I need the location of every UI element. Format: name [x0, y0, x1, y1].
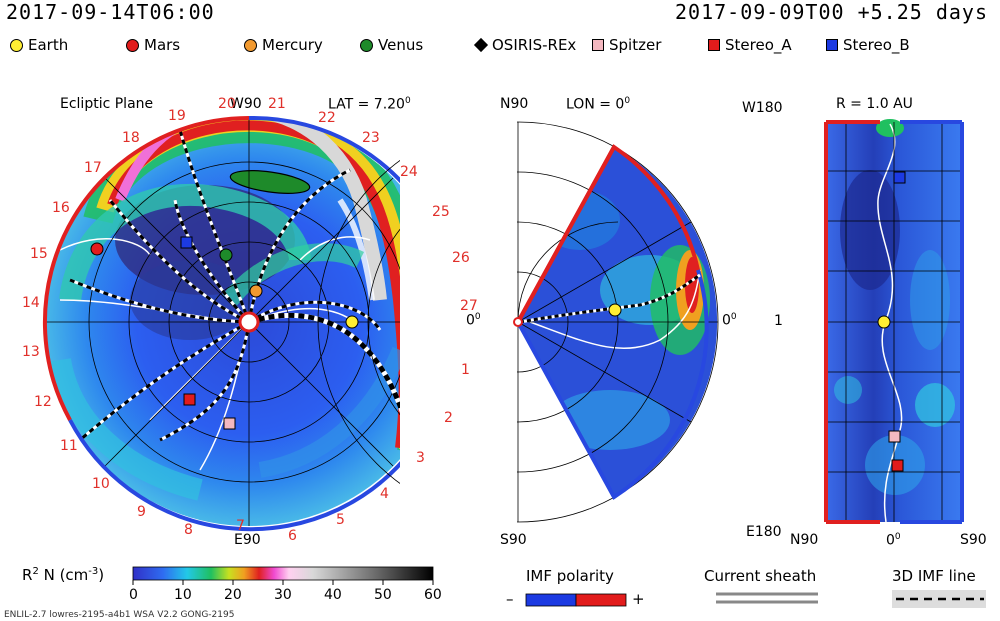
- sector-number: 2: [444, 410, 453, 426]
- earth-marker-icon: [10, 38, 23, 52]
- sector-number: 16: [52, 200, 70, 216]
- imf-polarity-plus: +: [632, 590, 645, 608]
- sector-number: 18: [122, 130, 140, 146]
- meridional-bottom-label: S90: [500, 532, 527, 548]
- ecliptic-bottom-label: E90: [234, 532, 261, 548]
- ecliptic-right-label: 00: [466, 312, 481, 329]
- sector-number: 13: [22, 344, 40, 360]
- colorbar-label: R2 N (cm-3): [22, 566, 105, 584]
- colorbar-tick: 20: [224, 587, 242, 603]
- imf-polarity-bar: [525, 593, 627, 607]
- sector-number: 1: [461, 362, 470, 378]
- ecliptic-top-label: W90: [230, 96, 262, 112]
- mercury-marker-icon: [244, 38, 257, 52]
- stereo-b-marker-icon: [826, 39, 838, 51]
- sector-number: 3: [416, 450, 425, 466]
- sector-number: 21: [268, 96, 286, 112]
- earth-marker-sphere: [877, 315, 891, 329]
- ecliptic-lat-label: LAT = 7.200: [328, 96, 411, 113]
- stereo-a-marker-icon: [708, 39, 720, 51]
- simulation-time: 2017-09-14T06:00: [6, 0, 215, 24]
- sector-number: 4: [380, 486, 389, 502]
- ecliptic-plane-plot: [42, 115, 460, 532]
- sector-number: 26: [452, 250, 470, 266]
- legend-venus: Venus: [360, 36, 423, 54]
- sphere-plot: [824, 119, 964, 524]
- sector-number: 20: [218, 96, 236, 112]
- legend-osiris-rex: OSIRIS-REx: [473, 36, 576, 54]
- colorbar-tick: 50: [374, 587, 392, 603]
- imf-polarity-title: IMF polarity: [526, 567, 614, 585]
- meridional-plane-plot: [317, 100, 719, 550]
- sector-number: 15: [30, 246, 48, 262]
- earth-marker-meridional: [608, 303, 622, 317]
- sphere-mid-left-label: 1: [774, 313, 783, 329]
- spitzer-marker: [223, 417, 236, 430]
- spitzer-marker-sphere: [888, 430, 901, 443]
- legend-mars: Mars: [126, 36, 180, 54]
- sector-number: 25: [432, 204, 450, 220]
- stereo-b-marker: [180, 236, 193, 249]
- sphere-bottom-left-label: E180: [746, 524, 782, 540]
- density-colorbar: [132, 566, 434, 585]
- colorbar-tick: 60: [424, 587, 442, 603]
- sector-number: 7: [236, 518, 245, 534]
- sector-number: 5: [336, 512, 345, 528]
- legend-earth: Earth: [10, 36, 68, 54]
- sector-number: 17: [84, 160, 102, 176]
- legend-mercury: Mercury: [244, 36, 323, 54]
- sector-number: 6: [288, 528, 297, 544]
- current-sheath-swatch: [716, 592, 818, 604]
- sector-number: 19: [168, 108, 186, 124]
- spitzer-marker-icon: [592, 39, 604, 51]
- sphere-axis-s90: S90: [960, 532, 987, 548]
- venus-marker-icon: [360, 38, 373, 52]
- sphere-top-left-label: W180: [742, 100, 783, 116]
- current-sheath-title: Current sheath: [704, 567, 817, 585]
- sector-number: 24: [400, 164, 418, 180]
- earth-marker: [345, 315, 359, 329]
- meridional-right-label: 00: [722, 312, 737, 329]
- sector-number: 8: [184, 522, 193, 538]
- imf-line-swatch: [892, 590, 986, 608]
- sector-number: 9: [137, 504, 146, 520]
- sector-number: 11: [60, 438, 78, 454]
- stereo-b-marker-sphere: [893, 171, 906, 184]
- ecliptic-title: Ecliptic Plane: [60, 96, 154, 112]
- stereo-a-marker-sphere: [891, 459, 904, 472]
- colorbar-tick: 30: [274, 587, 292, 603]
- legend-stereo-a: Stereo_A: [708, 36, 792, 54]
- colorbar-tick: 10: [174, 587, 192, 603]
- meridional-top-label: N90: [500, 96, 529, 112]
- sector-number: 14: [22, 295, 40, 311]
- run-info: 2017-09-09T00 +5.25 days: [675, 0, 988, 24]
- venus-marker: [219, 248, 233, 262]
- mars-marker: [90, 242, 104, 256]
- sector-number: 22: [318, 110, 336, 126]
- stereo-a-marker: [183, 393, 196, 406]
- sphere-axis-zero: 00: [886, 532, 901, 549]
- sector-number: 12: [34, 394, 52, 410]
- imf-line-title: 3D IMF line: [892, 567, 976, 585]
- model-footer: ENLIL-2.7 lowres-2195-a4b1 WSA V2.2 GONG…: [4, 610, 235, 620]
- mars-marker-icon: [126, 38, 139, 52]
- meridional-lon-label: LON = 00: [566, 96, 631, 113]
- sector-number: 23: [362, 130, 380, 146]
- legend-stereo-b: Stereo_B: [826, 36, 910, 54]
- imf-polarity-minus: –: [506, 590, 514, 608]
- sphere-radius-label: R = 1.0 AU: [836, 96, 913, 112]
- sector-number: 10: [92, 476, 110, 492]
- mercury-marker: [249, 284, 263, 298]
- colorbar-tick: 0: [129, 587, 138, 603]
- sector-number: 27: [460, 298, 478, 314]
- colorbar-tick: 40: [324, 587, 342, 603]
- sphere-axis-n90: N90: [790, 532, 819, 548]
- legend-spitzer: Spitzer: [592, 36, 661, 54]
